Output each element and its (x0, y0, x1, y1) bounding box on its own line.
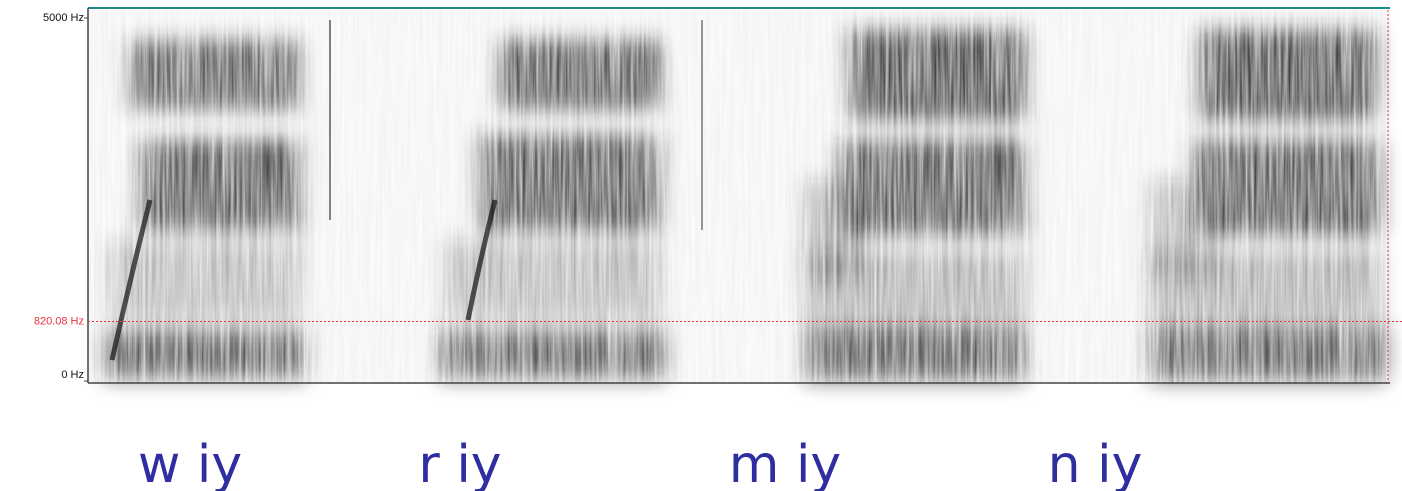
segment-label: r iy (418, 435, 501, 491)
segment-label: n iy (1048, 435, 1143, 491)
segment-label: m iy (729, 435, 841, 491)
spectrogram-image (88, 10, 1390, 383)
segment-label: w iy (138, 435, 242, 491)
y-tick-label: 0 Hz (61, 369, 84, 381)
frequency-cursor-label: 820.08 Hz (34, 315, 84, 327)
y-tick-label: 5000 Hz (43, 12, 84, 24)
